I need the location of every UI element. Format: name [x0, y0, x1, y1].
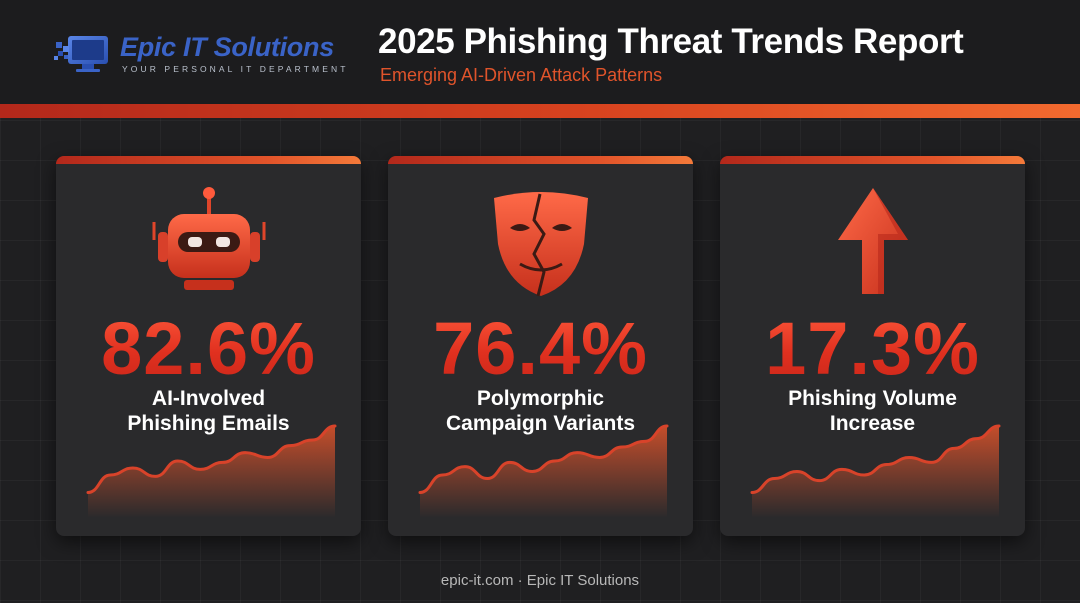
sparkline-area	[420, 426, 667, 518]
card-accent-strip	[388, 156, 693, 164]
stat-label-line1: Phishing Volume	[788, 387, 957, 410]
trend-sparkline	[86, 424, 337, 518]
stat-label: Phishing Volume Increase	[720, 386, 1025, 436]
card-accent-strip	[720, 156, 1025, 164]
stat-card-polymorphic: 76.4% Polymorphic Campaign Variants	[388, 156, 693, 536]
stat-card-volume: 17.3% Phishing Volume Increase	[720, 156, 1025, 536]
sparkline-line	[418, 424, 669, 494]
stat-label-line2: Increase	[829, 412, 916, 435]
trend-sparkline	[418, 424, 669, 518]
monitor-logo-icon	[54, 36, 108, 72]
header-accent-bar	[0, 104, 1080, 118]
header: Epic IT Solutions YOUR PERSONAL IT DEPAR…	[0, 0, 1080, 104]
brand-logo[interactable]: Epic IT Solutions YOUR PERSONAL IT DEPAR…	[54, 30, 345, 76]
stat-label-line2: Phishing Emails	[127, 412, 290, 435]
stat-label-line1: Polymorphic	[476, 387, 605, 410]
sparkline-area	[752, 426, 999, 518]
brand-tagline: YOUR PERSONAL IT DEPARTMENT	[122, 64, 349, 74]
sparkline-line	[86, 424, 337, 494]
sparkline-line	[750, 424, 1001, 494]
stat-value: 82.6%	[56, 306, 361, 391]
page-subtitle: Emerging AI-Driven Attack Patterns	[380, 65, 663, 85]
stat-label-line2: Campaign Variants	[445, 412, 636, 435]
stat-card-ai-phishing: 82.6% AI-Involved Phishing Emails	[56, 156, 361, 536]
robot-icon	[152, 187, 265, 290]
stat-label: AI-Involved Phishing Emails	[56, 386, 361, 436]
card-icon-wrap	[388, 184, 693, 299]
page-title: 2025 Phishing Threat Trends Report	[378, 22, 964, 61]
stat-value: 17.3%	[720, 306, 1025, 391]
card-accent-strip	[56, 156, 361, 164]
stat-label-line1: AI-Involved	[151, 387, 266, 410]
mask-icon	[493, 192, 588, 297]
arrow-up-icon	[837, 188, 908, 294]
brand-name: Epic IT Solutions	[120, 32, 334, 62]
stat-label: Polymorphic Campaign Variants	[388, 386, 693, 436]
trend-sparkline	[750, 424, 1001, 518]
sparkline-area	[88, 426, 335, 518]
card-icon-wrap	[720, 184, 1025, 299]
card-icon-wrap	[56, 184, 361, 299]
stat-value: 76.4%	[388, 306, 693, 391]
footer-text[interactable]: epic-it.com · Epic IT Solutions	[440, 572, 640, 589]
